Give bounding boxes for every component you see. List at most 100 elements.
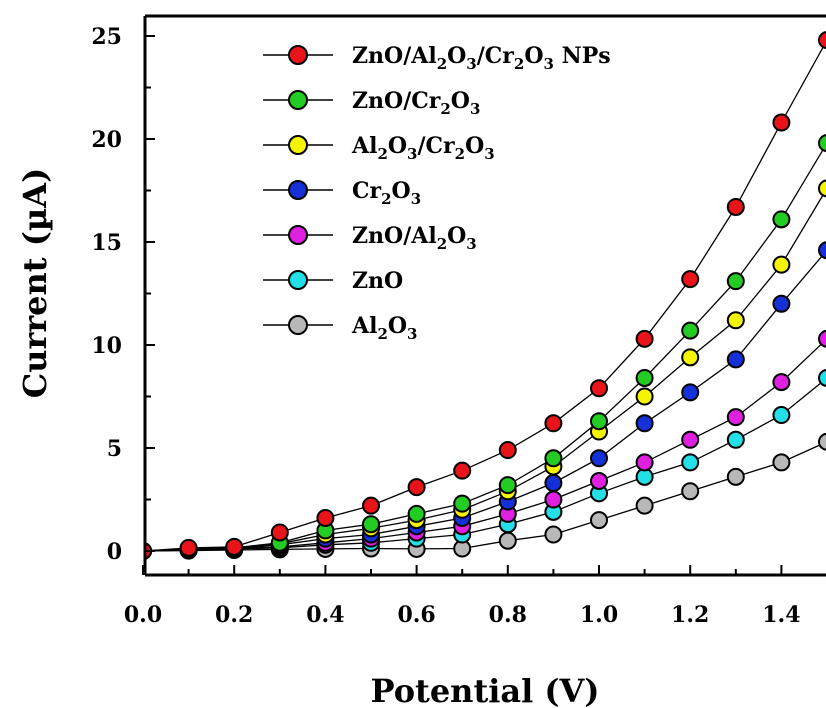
data-point xyxy=(772,255,791,274)
legend-label: ZnO/Al2O3 xyxy=(352,223,477,253)
x-tick-label: 0.2 xyxy=(215,602,253,628)
series-3 xyxy=(145,241,826,560)
series-line xyxy=(145,338,826,552)
data-point xyxy=(453,461,472,480)
data-point xyxy=(726,197,745,216)
data-point xyxy=(407,478,426,497)
data-point xyxy=(772,294,791,313)
data-point xyxy=(681,453,700,472)
legend-marker xyxy=(288,270,308,290)
x-tick-label: 0.6 xyxy=(397,602,435,628)
data-point xyxy=(544,449,563,468)
data-point xyxy=(772,453,791,472)
data-point xyxy=(544,474,563,493)
series-layer xyxy=(145,31,826,560)
legend-item: Cr2O3 xyxy=(263,178,421,208)
y-tick-label: 10 xyxy=(91,333,122,359)
axes: 0 5 10 15 20 25 0.0 0.2 0.4 0.6 0.8 1.0 1.2 1.4 Potent… xyxy=(16,14,826,708)
legend-label: ZnO/Al2O3/Cr2O3 NPs xyxy=(352,43,611,73)
legend-item: ZnO xyxy=(263,268,403,294)
legend-label: Al2O3 xyxy=(351,313,417,343)
data-point xyxy=(544,525,563,544)
legend-item: Al2O3/Cr2O3 xyxy=(263,133,495,163)
data-point xyxy=(453,494,472,513)
data-point xyxy=(726,311,745,330)
data-point xyxy=(818,432,826,451)
x-tick-label: 0.0 xyxy=(124,602,162,628)
y-tick-label: 25 xyxy=(91,24,122,50)
data-point xyxy=(726,408,745,427)
y-tick-label: 15 xyxy=(91,230,122,256)
legend-marker xyxy=(288,180,308,200)
data-point xyxy=(635,414,654,433)
data-point xyxy=(772,113,791,132)
data-point xyxy=(818,31,826,50)
data-point xyxy=(498,476,517,495)
legend-marker xyxy=(288,225,308,245)
data-point xyxy=(772,210,791,229)
data-point xyxy=(635,453,654,472)
data-point xyxy=(635,368,654,387)
data-point xyxy=(225,537,244,556)
legend-label: Cr2O3 xyxy=(352,178,421,208)
data-point xyxy=(681,321,700,340)
data-point xyxy=(681,383,700,402)
data-point xyxy=(590,449,608,468)
data-point xyxy=(726,430,745,449)
data-point xyxy=(590,379,608,398)
data-point xyxy=(818,329,826,348)
legend-marker xyxy=(288,90,308,110)
legend-marker xyxy=(288,315,308,335)
y-tick-label: 20 xyxy=(91,127,122,153)
data-point xyxy=(544,414,563,433)
x-axis-title: Potential (V) xyxy=(370,672,599,708)
data-point xyxy=(407,504,426,523)
series-line xyxy=(145,377,826,552)
data-point xyxy=(590,412,608,431)
series-line xyxy=(145,188,826,552)
y-axis-title: Current (µA) xyxy=(16,168,54,399)
data-point xyxy=(498,531,517,550)
data-point xyxy=(726,272,745,291)
x-tick-label: 0.4 xyxy=(306,602,344,628)
series-line xyxy=(145,143,826,552)
data-point xyxy=(681,348,700,367)
data-point xyxy=(772,406,791,425)
data-point xyxy=(818,179,826,198)
legend-item: ZnO/Cr2O3 xyxy=(263,88,480,118)
legend-item: ZnO/Al2O3/Cr2O3 NPs xyxy=(263,43,611,73)
data-point xyxy=(316,509,335,528)
data-point xyxy=(544,490,563,509)
data-point xyxy=(772,373,791,392)
data-point xyxy=(818,134,826,153)
data-point xyxy=(179,538,198,557)
legend: ZnO/Al2O3/Cr2O3 NPs ZnO/Cr2O3 Al2O3/Cr2O3 C… xyxy=(263,43,611,343)
data-point xyxy=(726,467,745,486)
data-point xyxy=(818,241,826,260)
series-line xyxy=(145,441,826,552)
series-line xyxy=(145,250,826,552)
data-point xyxy=(590,471,608,490)
data-point xyxy=(635,496,654,515)
data-point xyxy=(635,387,654,406)
legend-marker xyxy=(288,135,308,155)
y-tick-label: 0 xyxy=(107,539,122,565)
data-point xyxy=(362,515,380,534)
data-point xyxy=(681,270,700,289)
legend-item: ZnO/Al2O3 xyxy=(263,223,477,253)
x-tick-label: 1.0 xyxy=(580,602,618,628)
axes-frame xyxy=(143,14,826,577)
data-point xyxy=(362,496,380,515)
data-point xyxy=(818,369,826,387)
x-tick-label: 1.2 xyxy=(671,602,709,628)
data-point xyxy=(681,482,700,501)
series-1 xyxy=(145,134,826,560)
series-4 xyxy=(145,329,826,560)
data-point xyxy=(635,329,654,348)
legend-label: ZnO/Cr2O3 xyxy=(352,88,480,118)
series-line xyxy=(145,40,826,552)
data-point xyxy=(590,511,608,530)
legend-marker xyxy=(288,45,308,65)
data-point xyxy=(726,350,745,369)
